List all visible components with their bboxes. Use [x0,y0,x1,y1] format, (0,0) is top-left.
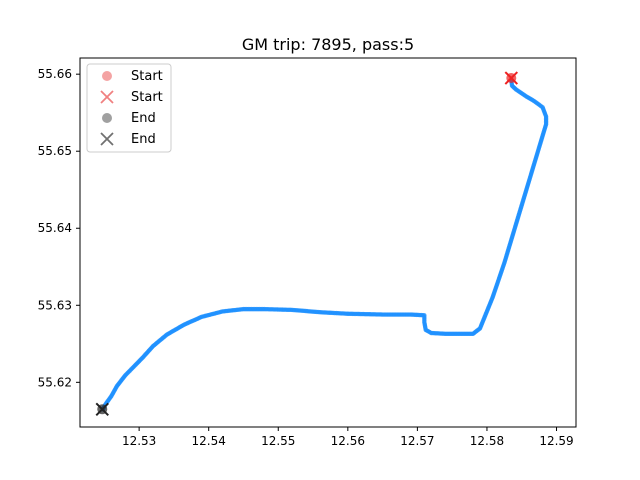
legend-marker-x [100,132,114,146]
legend-label: End [131,111,156,126]
y-tick-label: 55.65 [38,144,72,158]
x-tick-label: 12.57 [400,434,434,448]
legend-label: Start [131,90,163,105]
legend: Start Start End End [86,63,172,153]
plot-frame [79,57,577,428]
plot-area [79,57,577,428]
y-tick-label: 55.62 [38,375,72,389]
x-axis: 12.53 12.54 12.55 12.56 12.57 12.58 12.59 [122,427,574,448]
legend-label: Start [131,69,163,84]
legend-box [86,63,172,153]
x-tick-label: 12.56 [331,434,365,448]
end-x-marker [95,402,109,416]
x-tick-label: 12.55 [261,434,295,448]
legend-marker-circle [102,71,112,81]
y-tick-label: 55.63 [38,298,72,312]
x-tick-label: 12.58 [470,434,504,448]
legend-marker-x [100,90,114,104]
x-tick-label: 12.53 [122,434,156,448]
y-tick-label: 55.66 [38,67,72,81]
y-tick-label: 55.64 [38,221,72,235]
x-tick-label: 12.59 [539,434,573,448]
y-axis: 55.62 55.63 55.64 55.65 55.66 [38,67,80,389]
x-tick-label: 12.54 [192,434,226,448]
chart-title: GM trip: 7895, pass:5 [242,35,414,54]
legend-marker-circle [102,113,112,123]
legend-label: End [131,132,156,147]
start-x-marker [504,71,519,85]
track-series [95,71,549,416]
